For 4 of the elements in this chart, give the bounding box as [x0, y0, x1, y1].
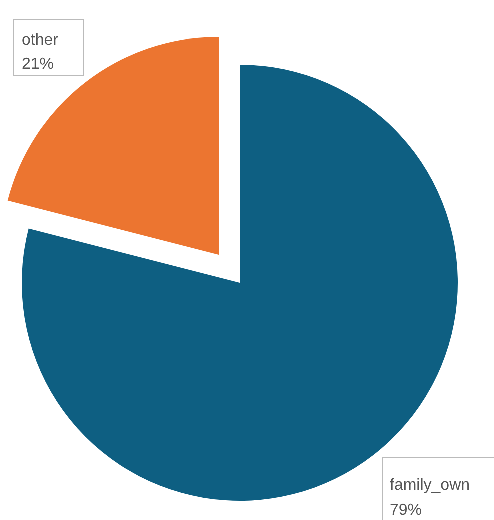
slice-label: other	[22, 32, 60, 49]
slice-label: family_own	[390, 477, 470, 494]
data-label: 79%	[390, 502, 422, 519]
data-label: 21%	[22, 56, 54, 73]
